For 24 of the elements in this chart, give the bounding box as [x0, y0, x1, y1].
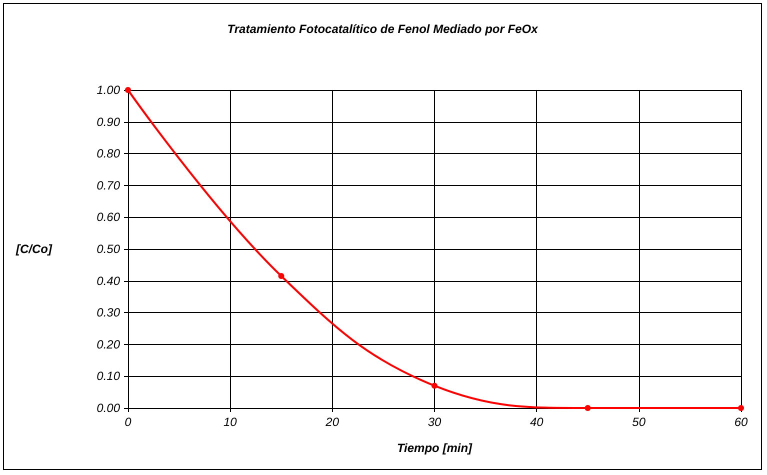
point [432, 382, 438, 389]
y-tick-label: 0.70 [96, 178, 120, 192]
y-axis-title: [C/Co] [15, 242, 53, 256]
y-tick-label: 0.60 [96, 210, 120, 224]
y-tick-label: 0.00 [96, 401, 120, 415]
x-tick-label: 40 [530, 415, 544, 429]
x-tick-label: 0 [124, 415, 132, 429]
y-tick-label: 0.10 [96, 369, 120, 384]
y-tick-label: 1.00 [96, 83, 120, 97]
x-tick-label: 20 [324, 415, 340, 429]
x-tick-label: 10 [223, 415, 238, 429]
chart-title: Tratamiento Fotocatalítico de Fenol Mediado por FeOx [227, 22, 540, 36]
x-tick-label: 50 [632, 415, 646, 429]
point [584, 405, 591, 411]
x-tick-label: 30 [428, 415, 442, 429]
y-tick-label: 0.90 [96, 114, 120, 129]
x-tick-label: 60 [734, 415, 748, 429]
point [278, 273, 284, 280]
y-tick-label: 0.80 [96, 146, 120, 161]
x-axis-title: Tiempo [min] [396, 441, 474, 455]
y-tick-label: 0.50 [96, 242, 120, 256]
y-tick-label: 0.30 [96, 306, 120, 320]
y-tick-label: 0.20 [96, 337, 120, 352]
y-tick-label: 0.40 [96, 274, 120, 288]
